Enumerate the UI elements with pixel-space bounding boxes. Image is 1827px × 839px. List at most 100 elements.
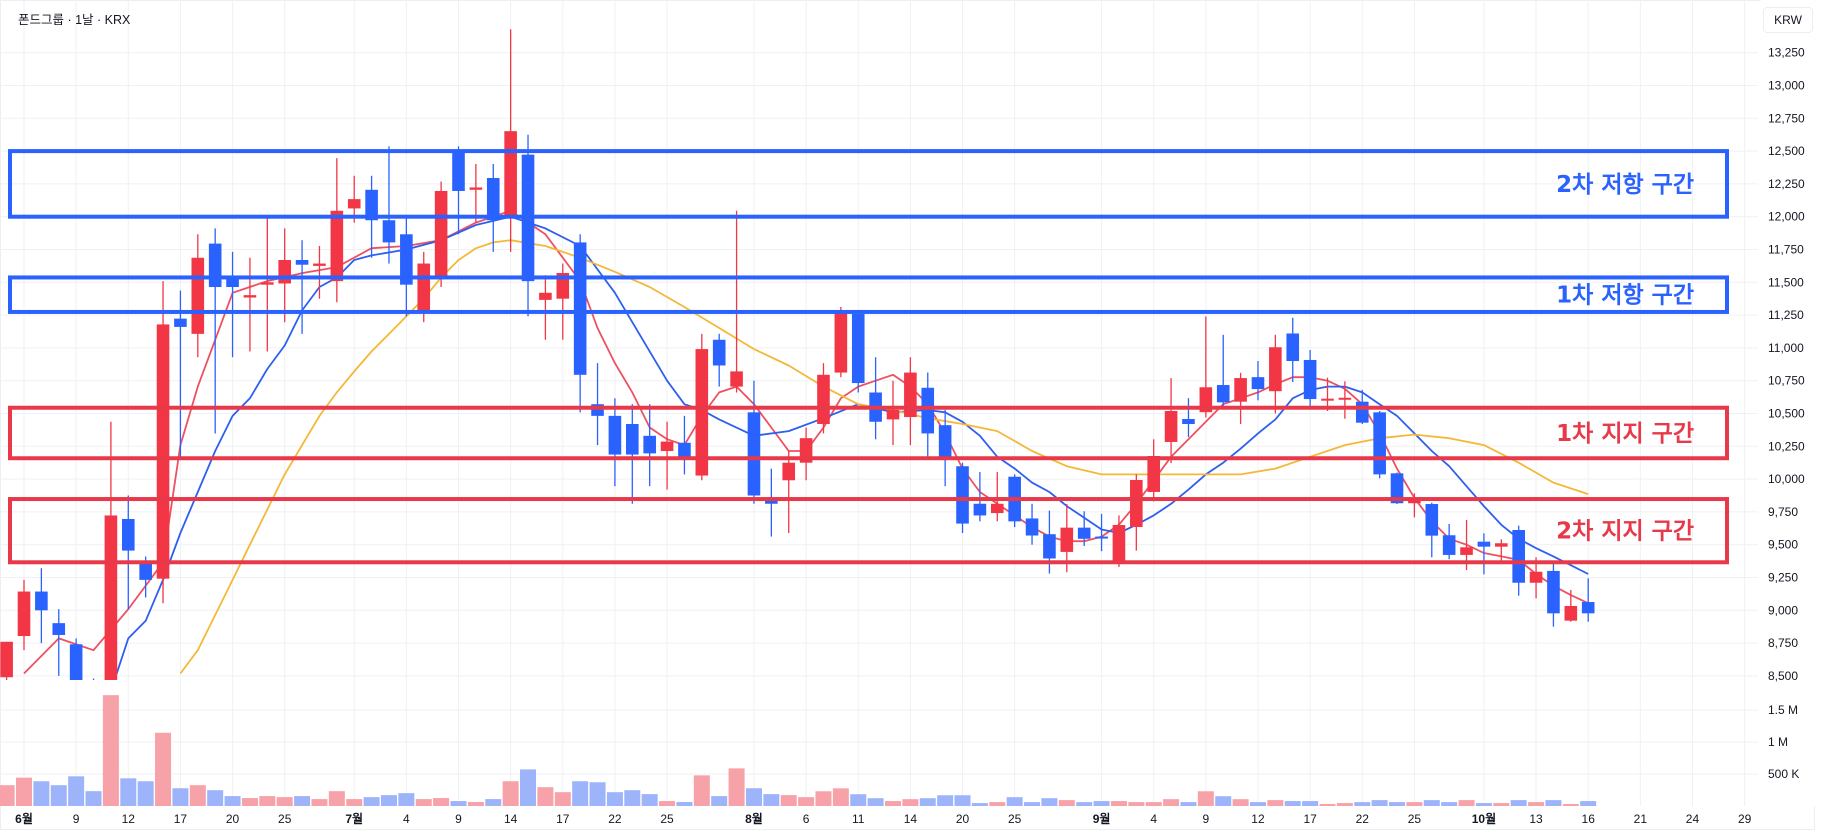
x-tick-label: 6월 <box>15 811 33 826</box>
volume-bar <box>1580 801 1597 806</box>
zone-label: 1차 지지 구간 <box>1556 421 1694 447</box>
x-tick-label: 6 <box>803 812 810 826</box>
volume-bar <box>1336 803 1353 806</box>
volume-bar <box>780 795 797 806</box>
candle-body <box>278 259 291 284</box>
resistance-zone[interactable]: 1차 저항 구간 <box>8 275 1729 314</box>
candle-body <box>990 503 1004 514</box>
volume-bar <box>1180 802 1197 806</box>
volume-bar <box>554 792 571 806</box>
volume-bar <box>937 795 954 806</box>
candle <box>990 472 1004 522</box>
y-tick-label: 10,000 <box>1768 472 1805 486</box>
candle <box>834 306 848 378</box>
currency-button[interactable]: KRW <box>1763 7 1813 33</box>
candle-body <box>121 518 135 551</box>
volume-bar <box>1493 803 1510 806</box>
volume-bar <box>745 788 762 806</box>
candle-body <box>434 190 448 278</box>
volume-tick-label: 1 M <box>1768 735 1788 749</box>
candle-body <box>87 682 100 695</box>
y-tick-label: 9,000 <box>1768 603 1798 617</box>
zone-box[interactable] <box>8 275 1729 314</box>
candle-body <box>1112 525 1126 564</box>
volume-bar <box>1249 802 1266 806</box>
candle-body <box>539 292 552 300</box>
x-tick-label: 20 <box>956 812 970 826</box>
volume-bar <box>1302 801 1319 806</box>
support-zone[interactable]: 1차 지지 구간 <box>8 405 1729 461</box>
candle <box>243 257 257 352</box>
x-tick-label: 4 <box>403 812 410 826</box>
volume-bar <box>328 791 345 806</box>
candle <box>1147 439 1160 502</box>
candle <box>904 357 917 446</box>
y-tick-label: 10,750 <box>1768 374 1805 388</box>
candle <box>35 568 48 644</box>
x-tick-label: 8월 <box>745 811 763 826</box>
volume-bar <box>1510 800 1527 806</box>
volume-bar <box>398 793 415 806</box>
candle-body <box>1077 527 1091 539</box>
x-tick-label: 16 <box>1582 812 1596 826</box>
zone-box[interactable] <box>8 405 1729 461</box>
volume-bar <box>189 785 206 806</box>
volume-bar <box>1041 798 1058 806</box>
volume-bar <box>172 788 189 806</box>
candle <box>799 427 813 481</box>
volume-bar <box>1232 799 1249 806</box>
candle-body <box>1251 377 1265 390</box>
candle <box>1303 349 1317 410</box>
resistance-zone[interactable]: 2차 저항 구간 <box>8 149 1729 219</box>
candle <box>486 163 500 252</box>
volume-bar <box>1076 802 1093 806</box>
y-tick-label: 9,750 <box>1768 505 1798 519</box>
y-tick-label: 12,000 <box>1768 210 1805 224</box>
volume-bar <box>728 768 745 806</box>
x-tick-label: 25 <box>1008 812 1022 826</box>
candle <box>1025 503 1039 545</box>
zone-box[interactable] <box>8 497 1729 565</box>
candle-body <box>1338 397 1352 400</box>
candle-body <box>35 591 48 611</box>
y-tick-label: 8,500 <box>1768 669 1798 683</box>
y-tick-label: 11,500 <box>1768 275 1804 289</box>
zone-box[interactable] <box>8 149 1729 219</box>
volume-bar <box>450 801 467 806</box>
candle <box>261 216 274 352</box>
candle-body <box>817 374 830 424</box>
candle-body <box>1060 527 1074 552</box>
candle-body <box>1547 570 1560 614</box>
candle-body <box>1460 547 1473 555</box>
candle-body <box>69 644 83 680</box>
x-tick-label: 12 <box>1251 812 1265 826</box>
volume-bar <box>1389 802 1406 806</box>
x-tick-label: 4 <box>1150 812 1157 826</box>
price-axis-bg <box>1760 0 1815 806</box>
x-tick-label: 22 <box>608 812 622 826</box>
x-tick-label: 12 <box>122 812 136 826</box>
volume-bar <box>276 797 293 806</box>
candle <box>1495 539 1508 562</box>
candle-body <box>208 243 222 288</box>
candle <box>608 398 622 487</box>
y-tick-label: 11,250 <box>1768 308 1804 322</box>
candle-body <box>1477 541 1491 547</box>
candle-body <box>139 562 152 580</box>
volume-bar <box>1423 800 1440 806</box>
x-tick-label: 17 <box>556 812 570 826</box>
candle-body <box>17 591 31 637</box>
price-axis[interactable]: 13,250 13,000 12,750 12,500 12,250 12,000 11,7… <box>1760 0 1815 806</box>
candle <box>278 228 291 323</box>
candle <box>521 134 535 317</box>
volume-bar <box>241 798 258 806</box>
volume-bar <box>659 801 676 806</box>
candle <box>539 275 552 340</box>
support-zone[interactable]: 2차 지지 구간 <box>8 497 1729 565</box>
candle-body <box>834 310 848 373</box>
time-axis[interactable]: 6월 9 12 17 20 25 7월 4 9 14 17 22 25 8월 6 11 14 20 25 9월 4 9 12… <box>15 811 1751 826</box>
candle-body <box>295 259 309 265</box>
candle-body <box>330 210 344 282</box>
candle-body <box>938 425 952 460</box>
